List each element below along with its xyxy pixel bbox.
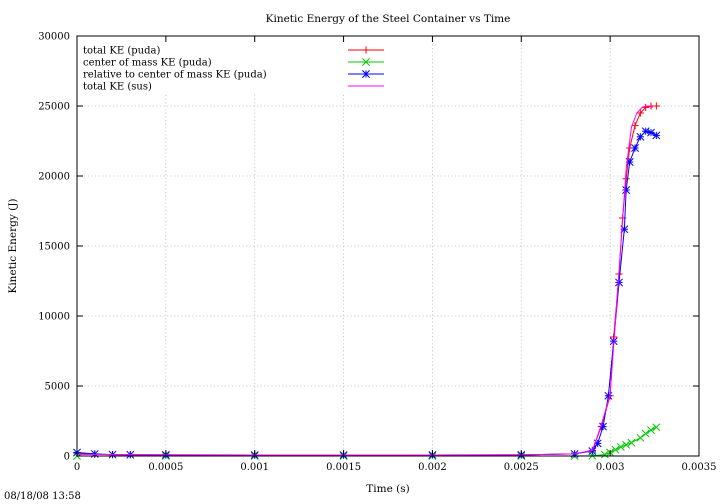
series-1 [73,102,660,459]
data-point [641,127,650,136]
data-point [616,442,625,451]
y-tick-label: 15000 [38,242,70,253]
data-point [652,423,661,432]
legend: total KE (puda)center of mass KE (puda)r… [83,46,384,93]
y-tick-label: 0 [64,452,70,463]
data-point [631,144,639,152]
data-point [604,391,613,400]
x-tick-label: 0.0035 [682,462,717,473]
data-point [636,433,645,442]
x-tick-label: 0.0015 [326,462,361,473]
data-point [615,278,623,287]
legend-label: total KE (sus) [83,82,152,93]
series-line [76,105,653,456]
plot-series [73,102,661,460]
series-3 [73,127,661,459]
legend-label: center of mass KE (puda) [83,58,212,69]
legend-marker [362,46,370,54]
y-tick-label: 25000 [38,102,70,113]
series-line [76,105,657,456]
data-point [622,440,631,449]
data-point [641,429,650,438]
y-axis-label: Kinetic Energy (J) [7,198,19,293]
legend-label: relative to center of mass KE (puda) [83,70,267,81]
x-tick-label: 0.0005 [148,462,183,473]
data-point [627,438,636,447]
x-tick-label: 0 [74,462,80,473]
series-4 [76,105,653,456]
data-point [622,175,630,183]
legend-marker [362,70,370,78]
data-point [636,109,644,117]
x-tick-label: 0.003 [596,462,625,473]
y-tick-label: 10000 [38,312,70,323]
data-point [600,450,609,459]
data-point [611,445,620,454]
x-tick-label: 0.0025 [504,462,539,473]
y-tick-label: 20000 [38,172,70,183]
grid-lines [77,36,699,456]
legend-marker [362,58,370,66]
data-point [652,131,661,140]
legend-label: total KE (puda) [83,46,160,57]
series-line [77,426,657,457]
data-point [631,122,639,130]
timestamp: 08/18/08 13:58 [4,491,81,502]
series-line [76,130,657,456]
chart-title: Kinetic Energy of the Steel Container vs… [266,13,511,25]
data-point [622,186,631,194]
x-axis-label: Time (s) [366,483,409,495]
data-point [652,102,660,110]
axis-ticks: 0 0.0005 0.001 0.0015 0.002 0.0025 0.003 0.0035… [38,32,716,474]
x-tick-label: 0.002 [418,462,447,473]
data-point [647,128,655,137]
data-point [647,426,655,435]
data-point [588,447,597,456]
y-tick-label: 30000 [38,32,70,43]
x-tick-label: 0.001 [240,462,269,473]
y-tick-label: 5000 [45,382,70,393]
